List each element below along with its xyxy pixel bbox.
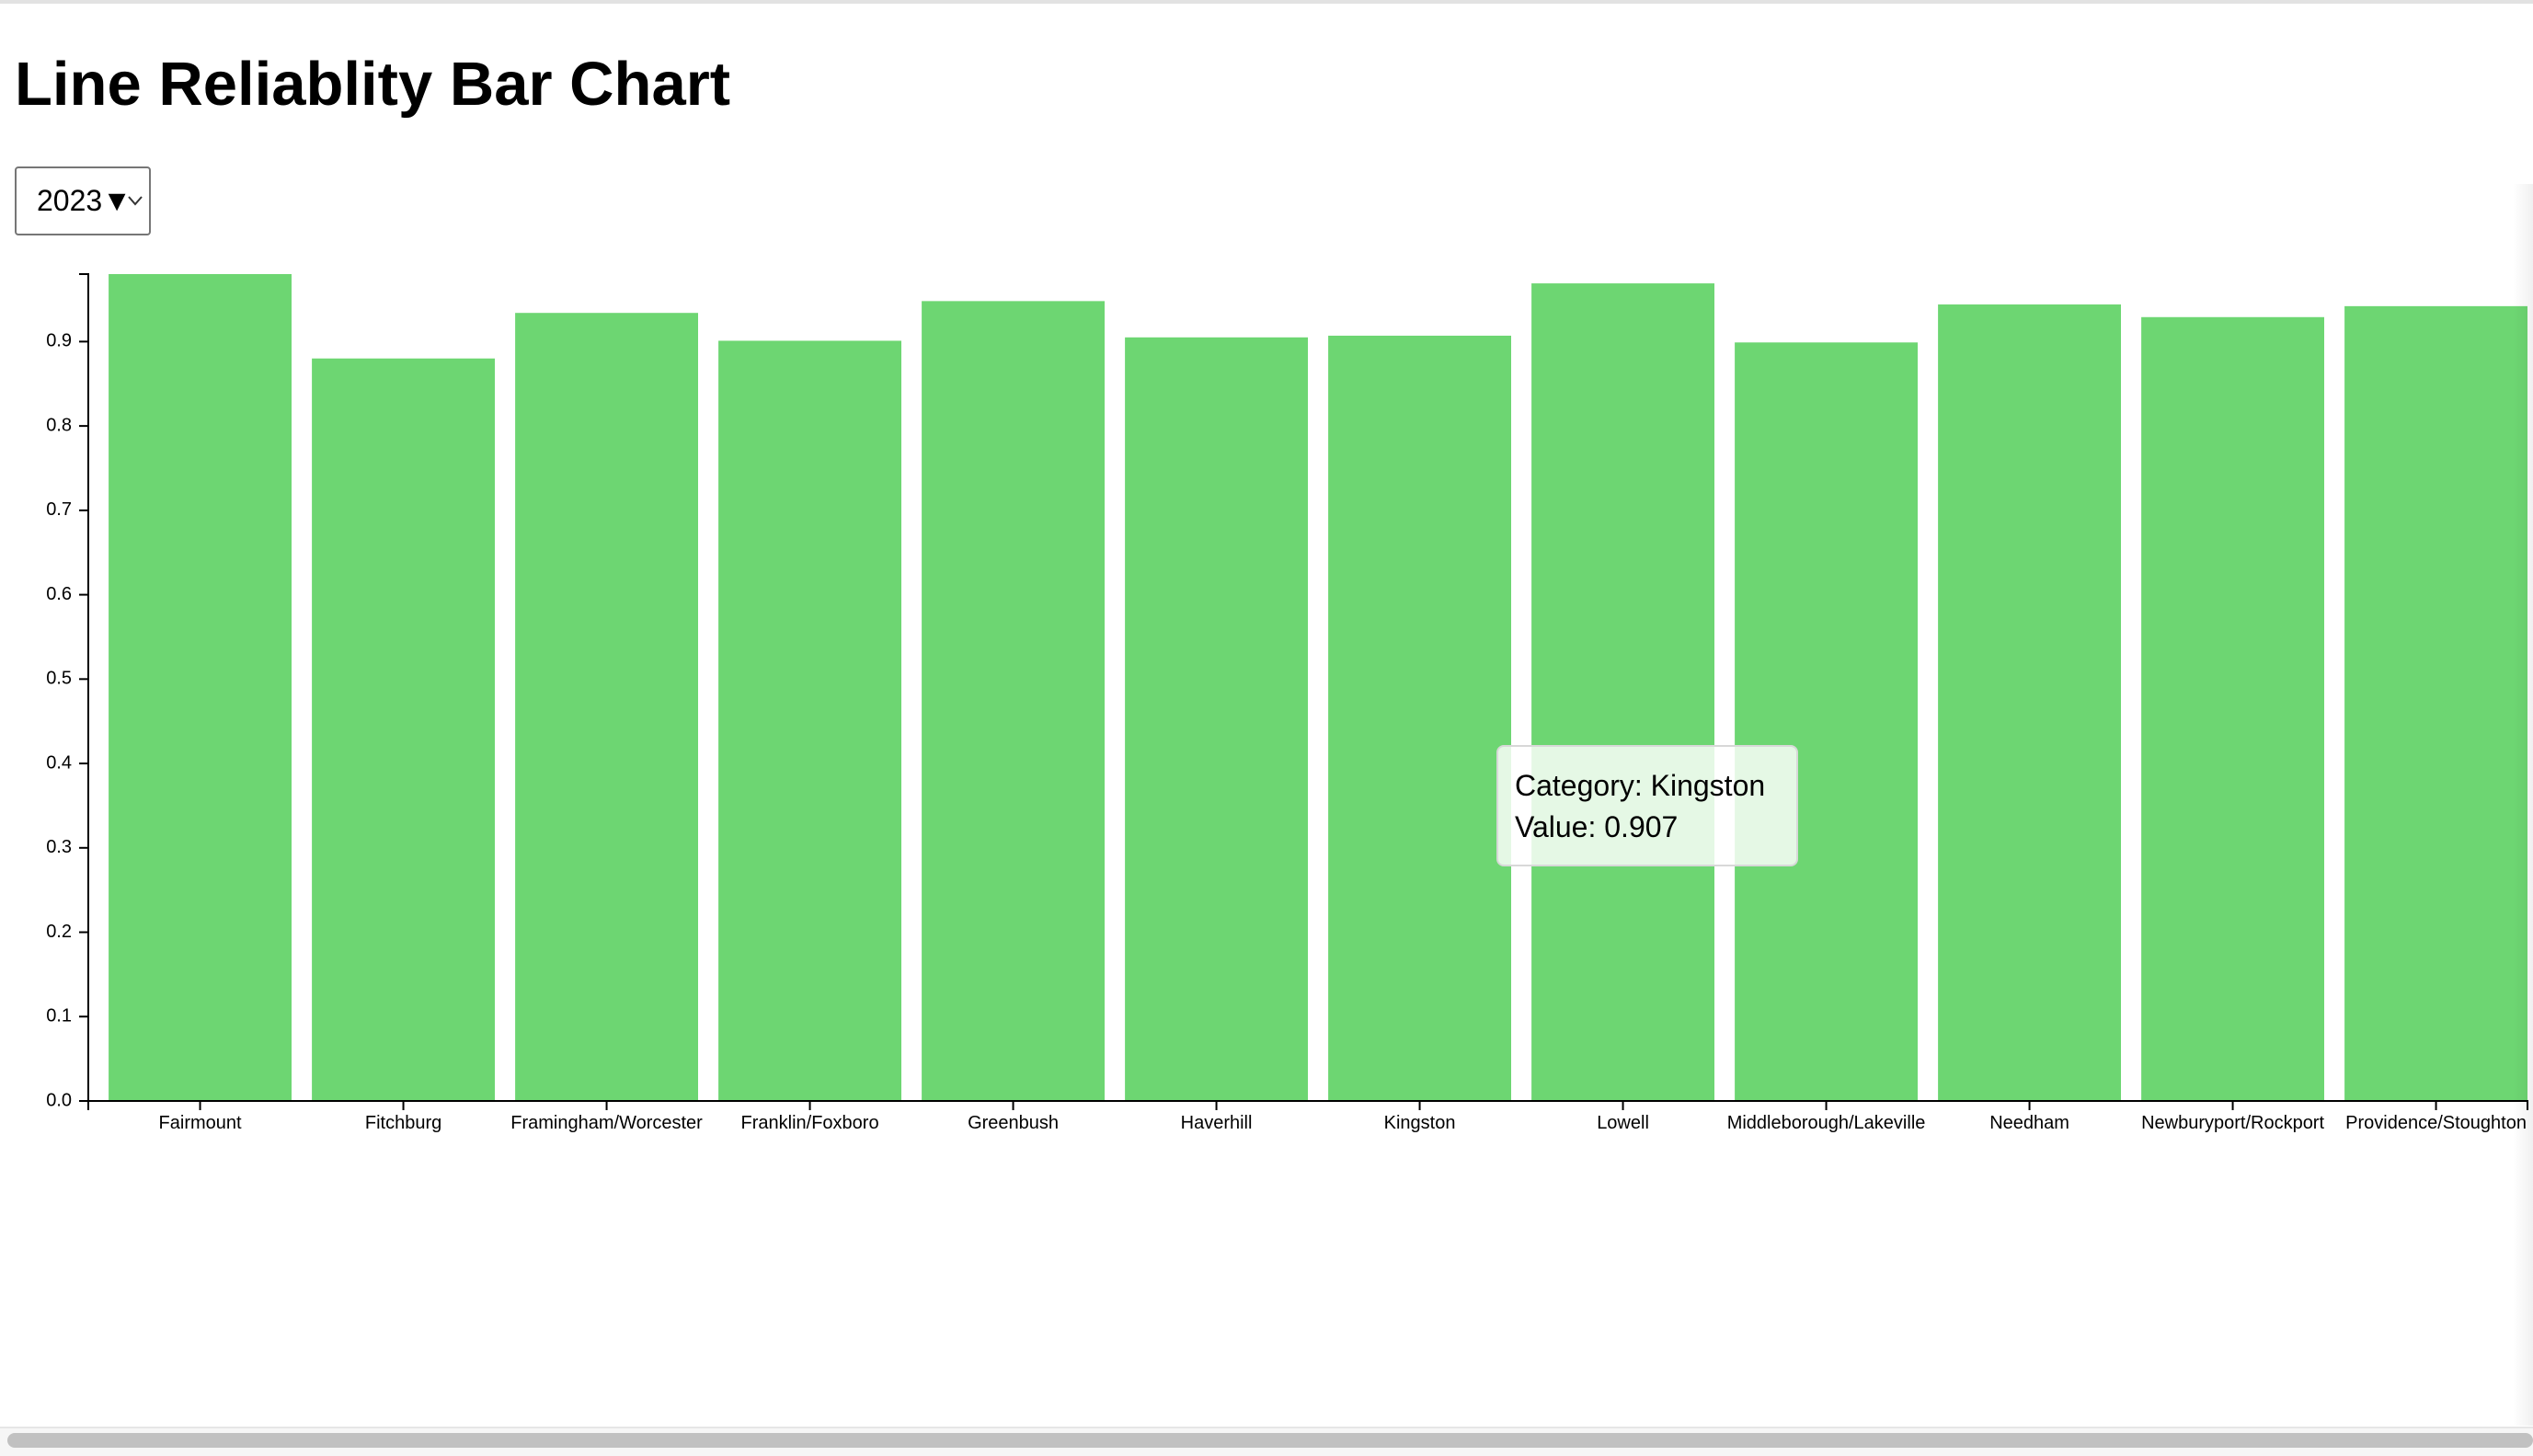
- x-tick-label: Fitchburg: [365, 1113, 441, 1133]
- y-axis-line: [79, 273, 89, 1102]
- horizontal-scrollbar-thumb[interactable]: [7, 1433, 2533, 1448]
- page-title: Line Reliablity Bar Chart: [15, 50, 731, 119]
- y-axis: 0.0 0.1 0.2 0.3 0.4 0.5 0.6 0.7 0.8 0.9: [46, 273, 89, 1110]
- bar-framingham-worcester[interactable]: [515, 313, 698, 1101]
- chevron-down-icon: [128, 196, 143, 206]
- bar-fitchburg[interactable]: [312, 358, 495, 1102]
- y-tick-label: 0.9: [46, 331, 72, 351]
- bar-chart: 0.0 0.1 0.2 0.3 0.4 0.5 0.6 0.7 0.8 0.9 Fairmount…: [46, 273, 2528, 1133]
- x-tick-label: Lowell: [1597, 1113, 1649, 1133]
- x-tick-label: Framingham/Worcester: [510, 1113, 703, 1133]
- y-tick-label: 0.2: [46, 922, 72, 942]
- y-tick-label: 0.0: [46, 1090, 72, 1110]
- x-tick-label: Kingston: [1384, 1113, 1456, 1133]
- y-tick-label: 0.4: [46, 752, 72, 773]
- tooltip-value: Value: 0.907: [1515, 810, 1679, 843]
- y-tick-label: 0.6: [46, 584, 72, 604]
- year-select-value: 2023▼: [37, 184, 132, 217]
- bar-lowell[interactable]: [1531, 283, 1714, 1102]
- bar-providence-stoughton[interactable]: [2344, 305, 2527, 1101]
- year-select[interactable]: 2023▼: [15, 166, 151, 235]
- bar-needham[interactable]: [1938, 304, 2121, 1101]
- bar-kingston[interactable]: [1328, 335, 1511, 1102]
- x-tick-label: Fairmount: [159, 1113, 242, 1133]
- tooltip-category: Category: Kingston: [1515, 769, 1766, 802]
- bar-greenbush[interactable]: [922, 301, 1105, 1101]
- x-tick-label: Franklin/Foxboro: [741, 1113, 879, 1133]
- x-axis-line: [87, 1100, 2528, 1110]
- window-top-border: [0, 0, 2533, 4]
- x-tick-label: Haverhill: [1181, 1113, 1253, 1133]
- y-tick-label: 0.1: [46, 1006, 72, 1026]
- bar-newburyport-rockport[interactable]: [2141, 316, 2324, 1101]
- x-tick-label: Middleborough/Lakeville: [1727, 1113, 1926, 1133]
- y-tick-label: 0.3: [46, 837, 72, 857]
- x-axis: Fairmount Fitchburg Framingham/Worcester Fr…: [87, 1100, 2528, 1133]
- bar-middleborough-lakeville[interactable]: [1735, 342, 1918, 1101]
- x-tick-label: Greenbush: [968, 1113, 1059, 1133]
- y-tick-label: 0.8: [46, 415, 72, 435]
- x-tick-label: Providence/Stoughton: [2345, 1113, 2527, 1133]
- x-tick-label: Needham: [1989, 1113, 2069, 1133]
- window-edge-shadow: [2513, 184, 2533, 1426]
- chart-tooltip: Category: Kingston Value: 0.907: [1496, 745, 1798, 866]
- x-tick-label: Newburyport/Rockport: [2141, 1113, 2324, 1133]
- bar-franklin-foxboro[interactable]: [718, 340, 901, 1102]
- bars-layer: [109, 274, 2527, 1102]
- bar-haverhill[interactable]: [1125, 337, 1308, 1101]
- y-tick-label: 0.5: [46, 669, 72, 689]
- bar-fairmount[interactable]: [109, 274, 292, 1101]
- y-tick-label: 0.7: [46, 499, 72, 520]
